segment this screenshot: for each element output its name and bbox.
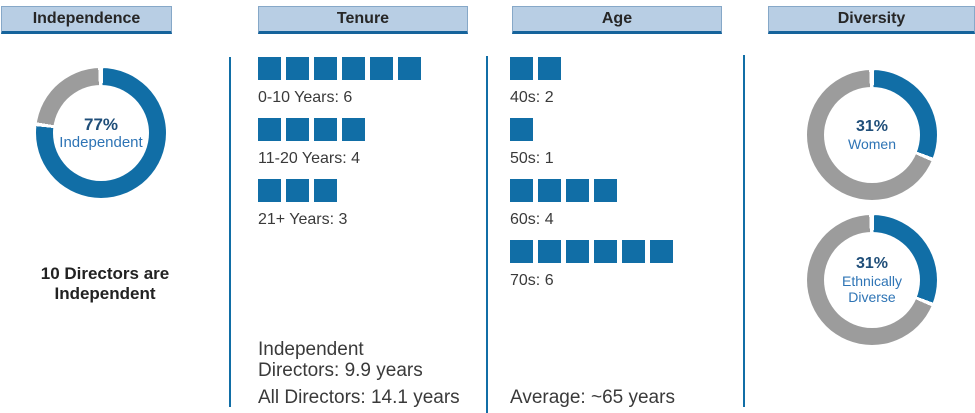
director-square: [314, 57, 337, 80]
footer-line: Directors: 9.9 years: [258, 360, 423, 381]
column-header-tenure: Tenure: [258, 6, 468, 34]
pictogram-label: 70s: 6: [510, 272, 554, 289]
pictogram-label: 0-10 Years: 6: [258, 89, 353, 106]
director-square: [314, 118, 337, 141]
director-square: [398, 57, 421, 80]
pictogram-label: 50s: 1: [510, 150, 554, 167]
director-square: [286, 57, 309, 80]
caption-line: Independent: [54, 284, 156, 303]
donut-percent-label: Independent: [59, 134, 143, 152]
director-square: [566, 240, 589, 263]
director-square: [538, 57, 561, 80]
pictogram-label: 11-20 Years: 4: [258, 150, 361, 167]
pictogram-squares: [510, 240, 735, 263]
footer-line: Average: ~65 years: [510, 387, 675, 408]
tenure-row-2: 21+ Years: 3: [258, 179, 478, 230]
director-square: [594, 240, 617, 263]
footer-line: All Directors: 14.1 years: [258, 387, 460, 408]
director-square: [370, 57, 393, 80]
independence-donut-chart: 77% Independent: [36, 68, 166, 198]
donut-center: 77% Independent: [53, 85, 149, 181]
column-divider: [743, 55, 745, 407]
pictogram-label: 40s: 2: [510, 89, 554, 106]
footer-line: Independent: [258, 339, 364, 360]
column-diversity: 31% Women 31% Ethnically Diverse: [768, 57, 975, 413]
donut-percent-label: Ethnically Diverse: [842, 273, 902, 306]
tenure-row-1: 11-20 Years: 4: [258, 118, 478, 169]
age-row-2: 60s: 4: [510, 179, 735, 230]
pictogram-squares: [510, 57, 735, 80]
director-square: [286, 179, 309, 202]
diversity-ethnic-donut-chart: 31% Ethnically Diverse: [807, 215, 937, 345]
director-square: [258, 118, 281, 141]
column-independence: 77% Independent 10 Directors are Indepen…: [0, 57, 210, 413]
pictogram-squares: [510, 179, 735, 202]
pictogram-squares: [258, 57, 478, 80]
director-square: [510, 118, 533, 141]
independence-caption: 10 Directors are Independent: [0, 264, 210, 304]
pictogram-squares: [258, 179, 478, 202]
director-square: [314, 179, 337, 202]
age-footer: Average: ~65 years: [510, 387, 675, 408]
column-age: 40s: 2 50s: 1 60s: 4 70s: 6 Average: ~65…: [510, 57, 735, 413]
director-square: [594, 179, 617, 202]
pictogram-squares: [510, 118, 735, 141]
column-divider: [486, 56, 488, 413]
pictogram-label: 60s: 4: [510, 211, 554, 228]
director-square: [538, 240, 561, 263]
director-square: [342, 57, 365, 80]
donut-center: 31% Ethnically Diverse: [824, 232, 920, 328]
column-divider: [229, 57, 231, 407]
column-tenure: 0-10 Years: 6 11-20 Years: 4 21+ Years: …: [258, 57, 478, 413]
donut-percent-value: 31%: [855, 254, 889, 272]
donut-percent-value: 31%: [855, 117, 889, 135]
pictogram-label: 21+ Years: 3: [258, 211, 348, 228]
director-square: [342, 118, 365, 141]
director-square: [286, 118, 309, 141]
diversity-women-donut-chart: 31% Women: [807, 70, 937, 200]
column-header-independence: Independence: [1, 6, 172, 34]
caption-line: 10 Directors are: [40, 264, 170, 283]
director-square: [510, 57, 533, 80]
age-row-3: 70s: 6: [510, 240, 735, 291]
director-square: [510, 179, 533, 202]
director-square: [510, 240, 533, 263]
age-row-1: 50s: 1: [510, 118, 735, 169]
age-row-0: 40s: 2: [510, 57, 735, 108]
tenure-footer: Independent Directors: 9.9 years All Dir…: [258, 339, 460, 408]
pictogram-squares: [258, 118, 478, 141]
column-header-age: Age: [512, 6, 722, 34]
donut-percent-value: 77%: [83, 114, 119, 134]
director-square: [566, 179, 589, 202]
donut-center: 31% Women: [824, 87, 920, 183]
donut-percent-label: Women: [848, 136, 896, 153]
column-header-diversity: Diversity: [768, 6, 975, 34]
director-square: [622, 240, 645, 263]
director-square: [538, 179, 561, 202]
director-square: [258, 57, 281, 80]
director-square: [258, 179, 281, 202]
tenure-row-0: 0-10 Years: 6: [258, 57, 478, 108]
director-square: [650, 240, 673, 263]
